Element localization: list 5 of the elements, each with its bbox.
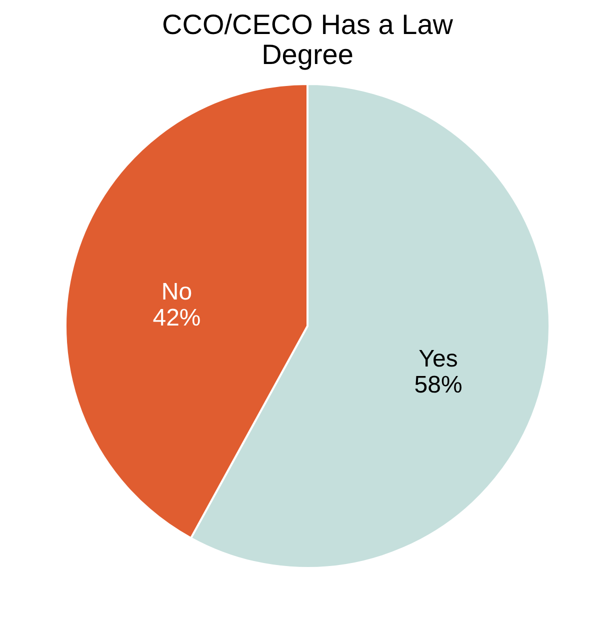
slice-label: No (161, 278, 192, 306)
data-label: 58% (414, 372, 462, 399)
data-label: 42% (152, 304, 201, 332)
chart-title: CCO/CECO Has a Law Degree (162, 9, 454, 70)
slice-label: Yes (418, 346, 458, 373)
